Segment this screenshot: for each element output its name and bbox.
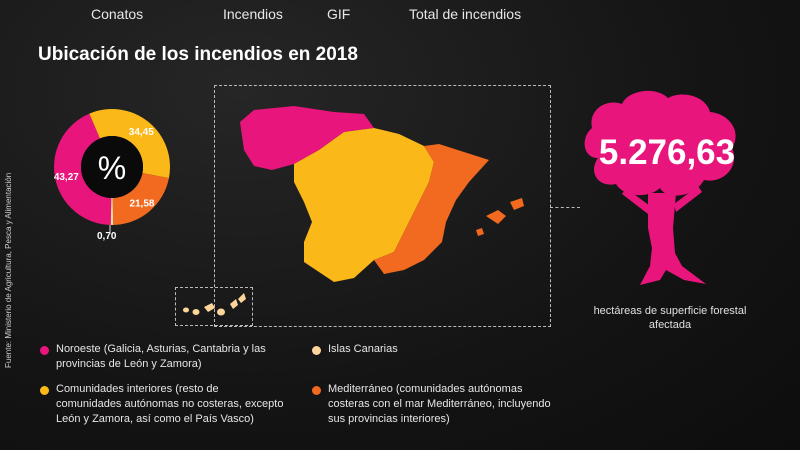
- legend-dot: [40, 346, 49, 355]
- tree-crown: [584, 90, 736, 196]
- stat-caption: hectáreas de superficie forestal afectad…: [593, 305, 747, 331]
- stat-value: 5.276,63: [598, 133, 736, 172]
- donut-chart: 43,27 34,45 21,58 0,70%: [54, 109, 170, 242]
- canary-island: [230, 299, 238, 309]
- spain-map: [240, 106, 524, 282]
- legend-label: Comunidades interiores (resto de comunid…: [56, 383, 284, 425]
- canary-inset-frame: [175, 287, 253, 326]
- donut-slice-label: 43,27: [54, 172, 79, 183]
- donut-center-label: %: [98, 150, 126, 186]
- tab-conatos[interactable]: Conatos: [91, 6, 144, 22]
- legend-label: Mediterráneo (comunidades autónomas cost…: [328, 383, 551, 425]
- donut-slice: [89, 109, 170, 179]
- canary-island: [238, 293, 246, 303]
- donut-slice-label: 34,45: [129, 127, 154, 138]
- map-region-noroeste: [240, 106, 374, 170]
- map-frame: [214, 85, 551, 327]
- donut-slice: [112, 172, 169, 225]
- legend-label: Islas Canarias: [328, 343, 398, 355]
- donut-slice-label: 0,70: [97, 231, 117, 242]
- top-nav: Conatos Incendios GIF Total de incendios: [0, 0, 800, 30]
- tree-trunk: [640, 193, 706, 285]
- map-region-interior: [294, 128, 434, 282]
- tab-gif[interactable]: GIF: [327, 6, 351, 22]
- canary-island: [192, 309, 200, 315]
- map-region-baleares: [476, 198, 524, 236]
- page-title: Ubicación de los incendios en 2018: [38, 44, 358, 65]
- source-note: Fuente: Ministerio de Agricultura, Pesca…: [4, 172, 13, 368]
- legend-label: Noroeste (Galicia, Asturias, Cantabria y…: [56, 343, 266, 370]
- donut-center: [81, 136, 143, 198]
- donut-slice: [54, 113, 112, 225]
- map-connector-line: [550, 207, 580, 208]
- donut-slice-label: 21,58: [129, 199, 154, 210]
- tab-incendios[interactable]: Incendios: [223, 6, 283, 22]
- canary-island: [217, 308, 225, 316]
- tree-branch-left: [622, 188, 650, 214]
- tab-total-incendios[interactable]: Total de incendios: [409, 6, 522, 22]
- tree-branch-right: [674, 186, 702, 212]
- legend-dot: [312, 346, 321, 355]
- donut-slice: [110, 197, 114, 225]
- canary-islands-map: [183, 293, 246, 316]
- canary-island: [183, 307, 189, 313]
- legend-dot: [40, 386, 49, 395]
- legend-dot: [312, 386, 321, 395]
- canary-island: [204, 303, 215, 312]
- map-region-mediterraneo: [374, 144, 489, 274]
- tree-icon: [584, 90, 736, 285]
